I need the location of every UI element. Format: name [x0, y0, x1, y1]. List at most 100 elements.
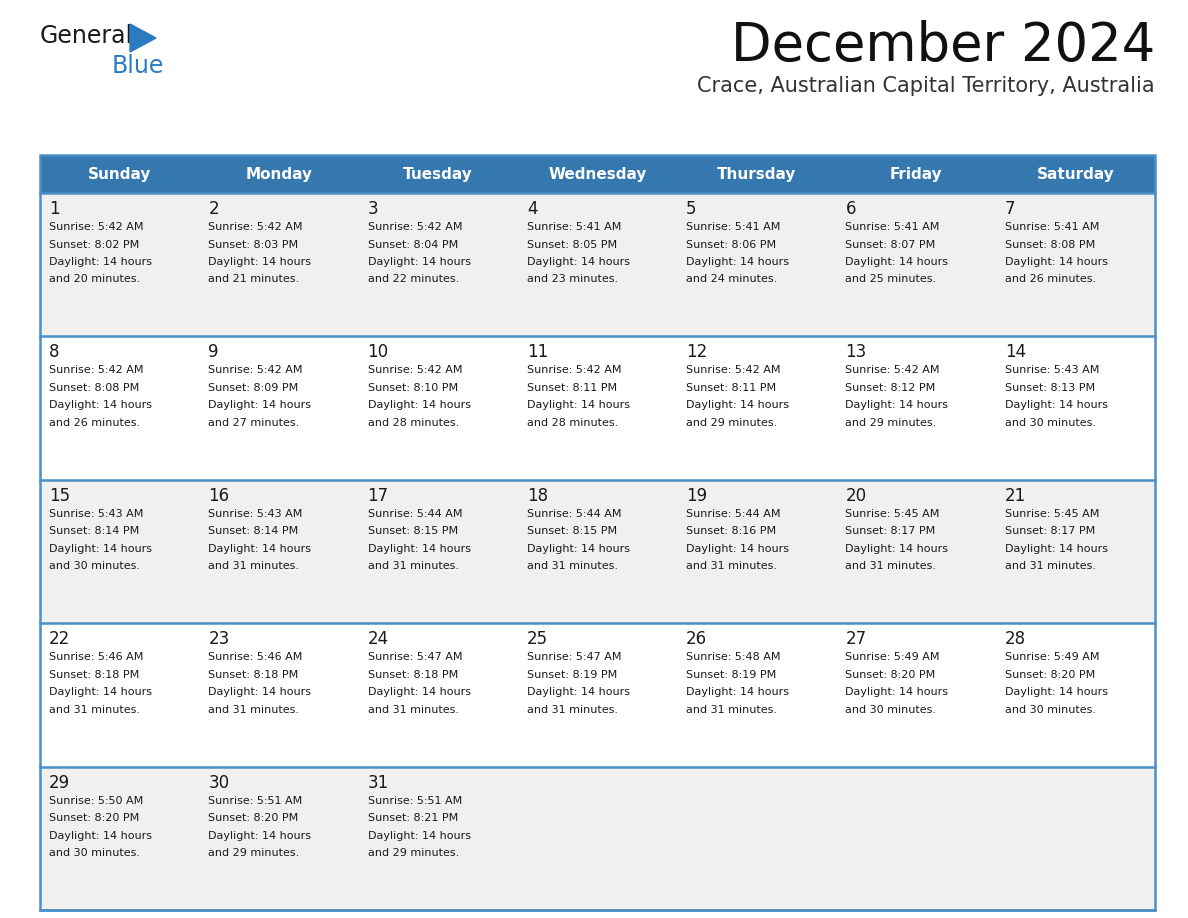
Text: Monday: Monday [246, 166, 312, 182]
Text: Sunrise: 5:42 AM: Sunrise: 5:42 AM [49, 365, 144, 375]
Text: Sunset: 8:17 PM: Sunset: 8:17 PM [1005, 526, 1095, 536]
Text: Sunset: 8:18 PM: Sunset: 8:18 PM [208, 670, 298, 679]
Text: Sunrise: 5:42 AM: Sunrise: 5:42 AM [367, 222, 462, 232]
Text: and 31 minutes.: and 31 minutes. [687, 705, 777, 715]
Text: Sunrise: 5:42 AM: Sunrise: 5:42 AM [687, 365, 781, 375]
Polygon shape [129, 24, 156, 52]
Text: December 2024: December 2024 [731, 20, 1155, 72]
Text: Tuesday: Tuesday [404, 166, 473, 182]
Text: Sunrise: 5:42 AM: Sunrise: 5:42 AM [367, 365, 462, 375]
Text: Daylight: 14 hours: Daylight: 14 hours [367, 831, 470, 841]
Text: Sunset: 8:08 PM: Sunset: 8:08 PM [1005, 240, 1095, 250]
Text: Daylight: 14 hours: Daylight: 14 hours [1005, 688, 1107, 697]
Text: Sunset: 8:11 PM: Sunset: 8:11 PM [687, 383, 776, 393]
Text: and 31 minutes.: and 31 minutes. [208, 705, 299, 715]
Text: Sunrise: 5:50 AM: Sunrise: 5:50 AM [49, 796, 144, 806]
Bar [40, 480, 1155, 623]
Text: Sunrise: 5:41 AM: Sunrise: 5:41 AM [687, 222, 781, 232]
Text: and 30 minutes.: and 30 minutes. [846, 705, 936, 715]
Text: Sunset: 8:17 PM: Sunset: 8:17 PM [846, 526, 936, 536]
Text: Sunrise: 5:41 AM: Sunrise: 5:41 AM [526, 222, 621, 232]
Text: 15: 15 [49, 487, 70, 505]
Text: Sunrise: 5:45 AM: Sunrise: 5:45 AM [846, 509, 940, 519]
Text: Sunset: 8:15 PM: Sunset: 8:15 PM [526, 526, 617, 536]
Text: 3: 3 [367, 200, 378, 218]
Text: 12: 12 [687, 343, 707, 362]
Text: and 31 minutes.: and 31 minutes. [687, 561, 777, 571]
Text: Daylight: 14 hours: Daylight: 14 hours [687, 688, 789, 697]
Text: 17: 17 [367, 487, 388, 505]
Text: and 24 minutes.: and 24 minutes. [687, 274, 777, 285]
Text: 14: 14 [1005, 343, 1026, 362]
Text: 19: 19 [687, 487, 707, 505]
Text: Sunset: 8:19 PM: Sunset: 8:19 PM [526, 670, 617, 679]
Text: Sunrise: 5:49 AM: Sunrise: 5:49 AM [846, 652, 940, 662]
Text: Sunrise: 5:42 AM: Sunrise: 5:42 AM [208, 222, 303, 232]
Text: Sunrise: 5:43 AM: Sunrise: 5:43 AM [208, 509, 303, 519]
Text: 4: 4 [526, 200, 537, 218]
Text: Daylight: 14 hours: Daylight: 14 hours [49, 543, 152, 554]
Text: Daylight: 14 hours: Daylight: 14 hours [367, 400, 470, 410]
Text: Sunrise: 5:44 AM: Sunrise: 5:44 AM [367, 509, 462, 519]
Text: 28: 28 [1005, 630, 1026, 648]
Text: 20: 20 [846, 487, 866, 505]
Text: and 28 minutes.: and 28 minutes. [367, 418, 459, 428]
Text: 24: 24 [367, 630, 388, 648]
Text: Sunrise: 5:42 AM: Sunrise: 5:42 AM [526, 365, 621, 375]
Text: 21: 21 [1005, 487, 1026, 505]
Text: Daylight: 14 hours: Daylight: 14 hours [208, 831, 311, 841]
Text: Sunset: 8:11 PM: Sunset: 8:11 PM [526, 383, 617, 393]
Text: Wednesday: Wednesday [549, 166, 646, 182]
Text: Sunset: 8:20 PM: Sunset: 8:20 PM [1005, 670, 1095, 679]
Text: Sunset: 8:03 PM: Sunset: 8:03 PM [208, 240, 298, 250]
Text: Sunrise: 5:42 AM: Sunrise: 5:42 AM [846, 365, 940, 375]
Text: Sunset: 8:18 PM: Sunset: 8:18 PM [367, 670, 457, 679]
Text: Daylight: 14 hours: Daylight: 14 hours [367, 688, 470, 697]
Text: and 20 minutes.: and 20 minutes. [49, 274, 140, 285]
Text: 13: 13 [846, 343, 867, 362]
Text: Sunrise: 5:45 AM: Sunrise: 5:45 AM [1005, 509, 1099, 519]
Text: Daylight: 14 hours: Daylight: 14 hours [846, 257, 948, 267]
Text: 27: 27 [846, 630, 866, 648]
Text: Sunset: 8:09 PM: Sunset: 8:09 PM [208, 383, 298, 393]
Text: and 31 minutes.: and 31 minutes. [367, 705, 459, 715]
Text: Daylight: 14 hours: Daylight: 14 hours [49, 400, 152, 410]
Text: Sunrise: 5:41 AM: Sunrise: 5:41 AM [1005, 222, 1099, 232]
Text: Sunset: 8:20 PM: Sunset: 8:20 PM [49, 813, 139, 823]
Text: Daylight: 14 hours: Daylight: 14 hours [367, 257, 470, 267]
Text: and 30 minutes.: and 30 minutes. [1005, 705, 1095, 715]
Text: and 31 minutes.: and 31 minutes. [208, 561, 299, 571]
Text: Daylight: 14 hours: Daylight: 14 hours [49, 257, 152, 267]
Text: Sunset: 8:19 PM: Sunset: 8:19 PM [687, 670, 777, 679]
Text: Daylight: 14 hours: Daylight: 14 hours [687, 400, 789, 410]
Text: Sunrise: 5:46 AM: Sunrise: 5:46 AM [49, 652, 144, 662]
Text: 5: 5 [687, 200, 696, 218]
Text: Sunset: 8:16 PM: Sunset: 8:16 PM [687, 526, 776, 536]
Text: Sunset: 8:15 PM: Sunset: 8:15 PM [367, 526, 457, 536]
Text: Sunrise: 5:51 AM: Sunrise: 5:51 AM [367, 796, 462, 806]
Text: Sunset: 8:21 PM: Sunset: 8:21 PM [367, 813, 457, 823]
Text: 31: 31 [367, 774, 388, 791]
Text: Sunrise: 5:42 AM: Sunrise: 5:42 AM [49, 222, 144, 232]
Text: Sunset: 8:05 PM: Sunset: 8:05 PM [526, 240, 617, 250]
Text: Daylight: 14 hours: Daylight: 14 hours [367, 543, 470, 554]
Text: Daylight: 14 hours: Daylight: 14 hours [49, 688, 152, 697]
Text: 22: 22 [49, 630, 70, 648]
Text: and 22 minutes.: and 22 minutes. [367, 274, 459, 285]
Text: Sunset: 8:18 PM: Sunset: 8:18 PM [49, 670, 139, 679]
Bar [40, 336, 1155, 480]
Text: and 31 minutes.: and 31 minutes. [367, 561, 459, 571]
Bar [40, 155, 1155, 193]
Text: Sunset: 8:08 PM: Sunset: 8:08 PM [49, 383, 139, 393]
Text: and 21 minutes.: and 21 minutes. [208, 274, 299, 285]
Text: 6: 6 [846, 200, 855, 218]
Text: 8: 8 [49, 343, 59, 362]
Text: 29: 29 [49, 774, 70, 791]
Text: and 30 minutes.: and 30 minutes. [49, 561, 140, 571]
Text: 1: 1 [49, 200, 59, 218]
Bar [40, 767, 1155, 910]
Text: Sunrise: 5:43 AM: Sunrise: 5:43 AM [1005, 365, 1099, 375]
Text: 18: 18 [526, 487, 548, 505]
Text: and 27 minutes.: and 27 minutes. [208, 418, 299, 428]
Text: Sunrise: 5:47 AM: Sunrise: 5:47 AM [526, 652, 621, 662]
